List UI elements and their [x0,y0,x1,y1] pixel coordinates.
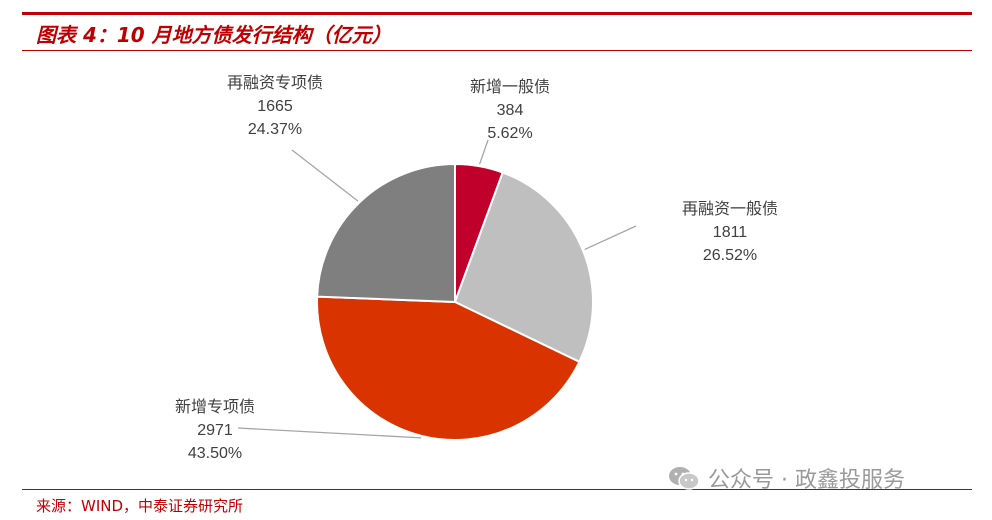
leader-line [237,427,422,439]
pie-slice [453,171,594,364]
slice-percent-label: 24.37% [248,121,302,138]
slice-value-label: 384 [497,102,524,119]
leader-line [584,225,637,251]
pie-slice [316,162,456,304]
slice-name-label: 再融资专项债 [227,73,323,92]
slice-percent-label: 26.52% [703,247,757,264]
leader-line [478,139,489,165]
slice-name-label: 再融资一般债 [682,199,778,218]
top-rule [22,12,972,15]
slice-labels: 新增一般债 384 5.62% 再融资一般债 1811 26.52% 新增专项债 2971 43… [175,73,778,462]
pie-chart: 新增一般债 384 5.62% 再融资一般债 1811 26.52% 新增专项债 2971 43… [175,73,778,462]
title-rule [22,50,972,51]
chart-title: 图表 4：10 月地方债发行结构（亿元） [36,23,392,47]
watermark-text: 公众号 · 政鑫投服务 [708,468,905,493]
pie-slices [316,162,594,441]
wechat-icon [669,467,700,490]
leader-line [291,149,359,202]
bottom-rule [22,489,972,490]
slice-name-label: 新增一般债 [470,77,550,96]
slice-name-label: 新增专项债 [175,397,255,416]
pie-slice [316,295,581,441]
slice-value-label: 1811 [713,224,748,241]
slice-value-label: 2971 [197,422,233,439]
slice-percent-label: 5.62% [487,125,532,142]
slice-value-label: 1665 [257,98,293,115]
leader-lines [237,139,637,439]
slice-percent-label: 43.50% [188,445,242,462]
watermark: 公众号 · 政鑫投服务 [668,462,905,494]
source-note: 来源：WIND，中泰证券研究所 [36,497,244,515]
